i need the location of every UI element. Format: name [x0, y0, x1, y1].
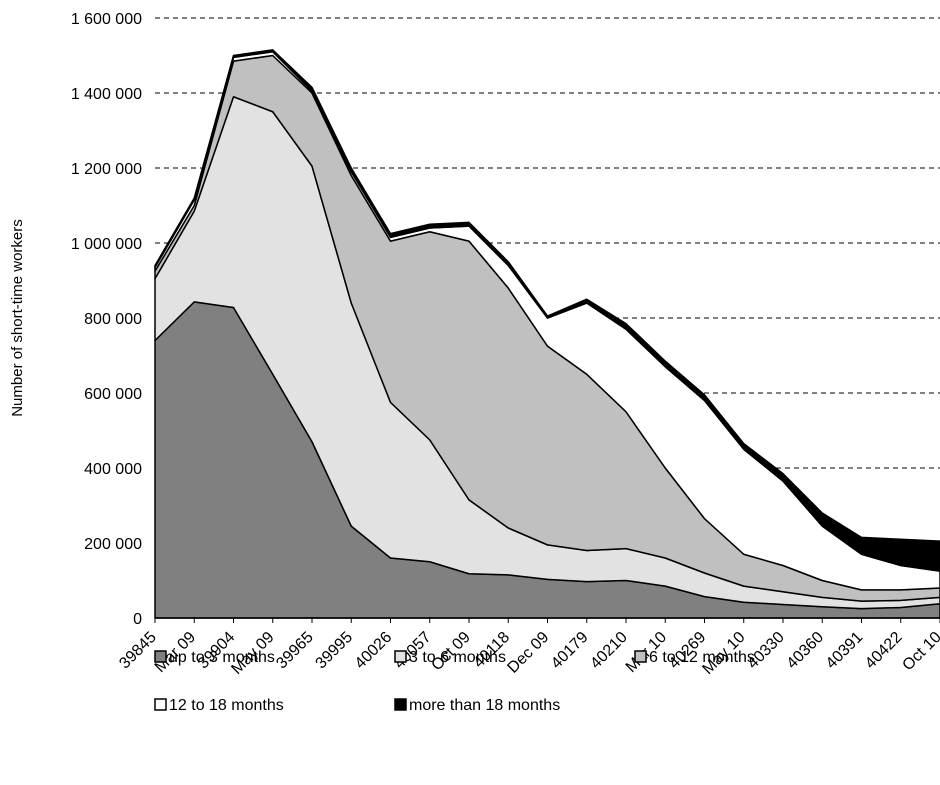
legend-swatch: [634, 650, 647, 663]
x-tick-label: Oct 10: [899, 629, 940, 674]
legend-swatch: [394, 698, 407, 711]
x-tick-label: 40360: [784, 629, 828, 673]
x-tick-label: Dec 09: [504, 629, 552, 677]
area: [154, 49, 940, 572]
y-tick-label: 200 000: [84, 536, 142, 553]
y-tick-label: 1 200 000: [71, 161, 142, 178]
legend-swatch: [154, 698, 167, 711]
y-tick-label: 0: [133, 611, 142, 628]
y-tick-label: 800 000: [84, 311, 142, 328]
x-tick-label: 40026: [352, 629, 396, 673]
y-tick-label: 600 000: [84, 386, 142, 403]
y-axis-label: Number of short-time workers: [9, 219, 26, 417]
legend-label: 6 to 12 months: [649, 649, 755, 666]
legend-label: more than 18 months: [409, 697, 560, 714]
x-tick-label: 40179: [548, 629, 592, 673]
legend-label: 12 to 18 months: [169, 697, 284, 714]
y-tick-label: 1 000 000: [71, 236, 142, 253]
x-tick-label: 39995: [313, 629, 357, 673]
legend-swatch: [154, 650, 167, 663]
x-tick-label: 39965: [273, 629, 317, 673]
x-tick-label: 40391: [823, 629, 867, 673]
legend-label: 3 to 6 months: [409, 649, 506, 666]
y-tick-label: 400 000: [84, 461, 142, 478]
legend-swatch: [394, 650, 407, 663]
x-tick-label: 40422: [862, 629, 906, 673]
y-tick-label: 1 400 000: [71, 86, 142, 103]
y-tick-label: 1 600 000: [71, 11, 142, 28]
legend-label: up to 3 months: [169, 649, 275, 666]
